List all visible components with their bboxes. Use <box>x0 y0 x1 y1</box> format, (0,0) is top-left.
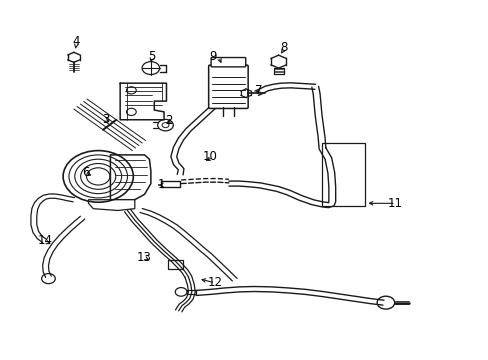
Text: 6: 6 <box>82 166 90 179</box>
Text: 10: 10 <box>203 150 217 163</box>
Bar <box>321 143 365 206</box>
Text: 7: 7 <box>255 84 263 97</box>
Text: 2: 2 <box>165 114 172 127</box>
Text: 5: 5 <box>148 50 155 63</box>
Text: 8: 8 <box>279 41 286 54</box>
Text: 13: 13 <box>137 251 152 264</box>
Polygon shape <box>110 155 151 200</box>
FancyBboxPatch shape <box>208 65 247 108</box>
FancyBboxPatch shape <box>211 58 245 67</box>
Text: 12: 12 <box>207 276 223 289</box>
Text: 14: 14 <box>38 234 53 247</box>
Text: 3: 3 <box>102 113 109 126</box>
Text: 1: 1 <box>158 178 165 191</box>
Text: 9: 9 <box>209 50 216 63</box>
Text: 4: 4 <box>72 35 80 49</box>
Polygon shape <box>88 200 135 211</box>
Text: 11: 11 <box>387 197 402 210</box>
